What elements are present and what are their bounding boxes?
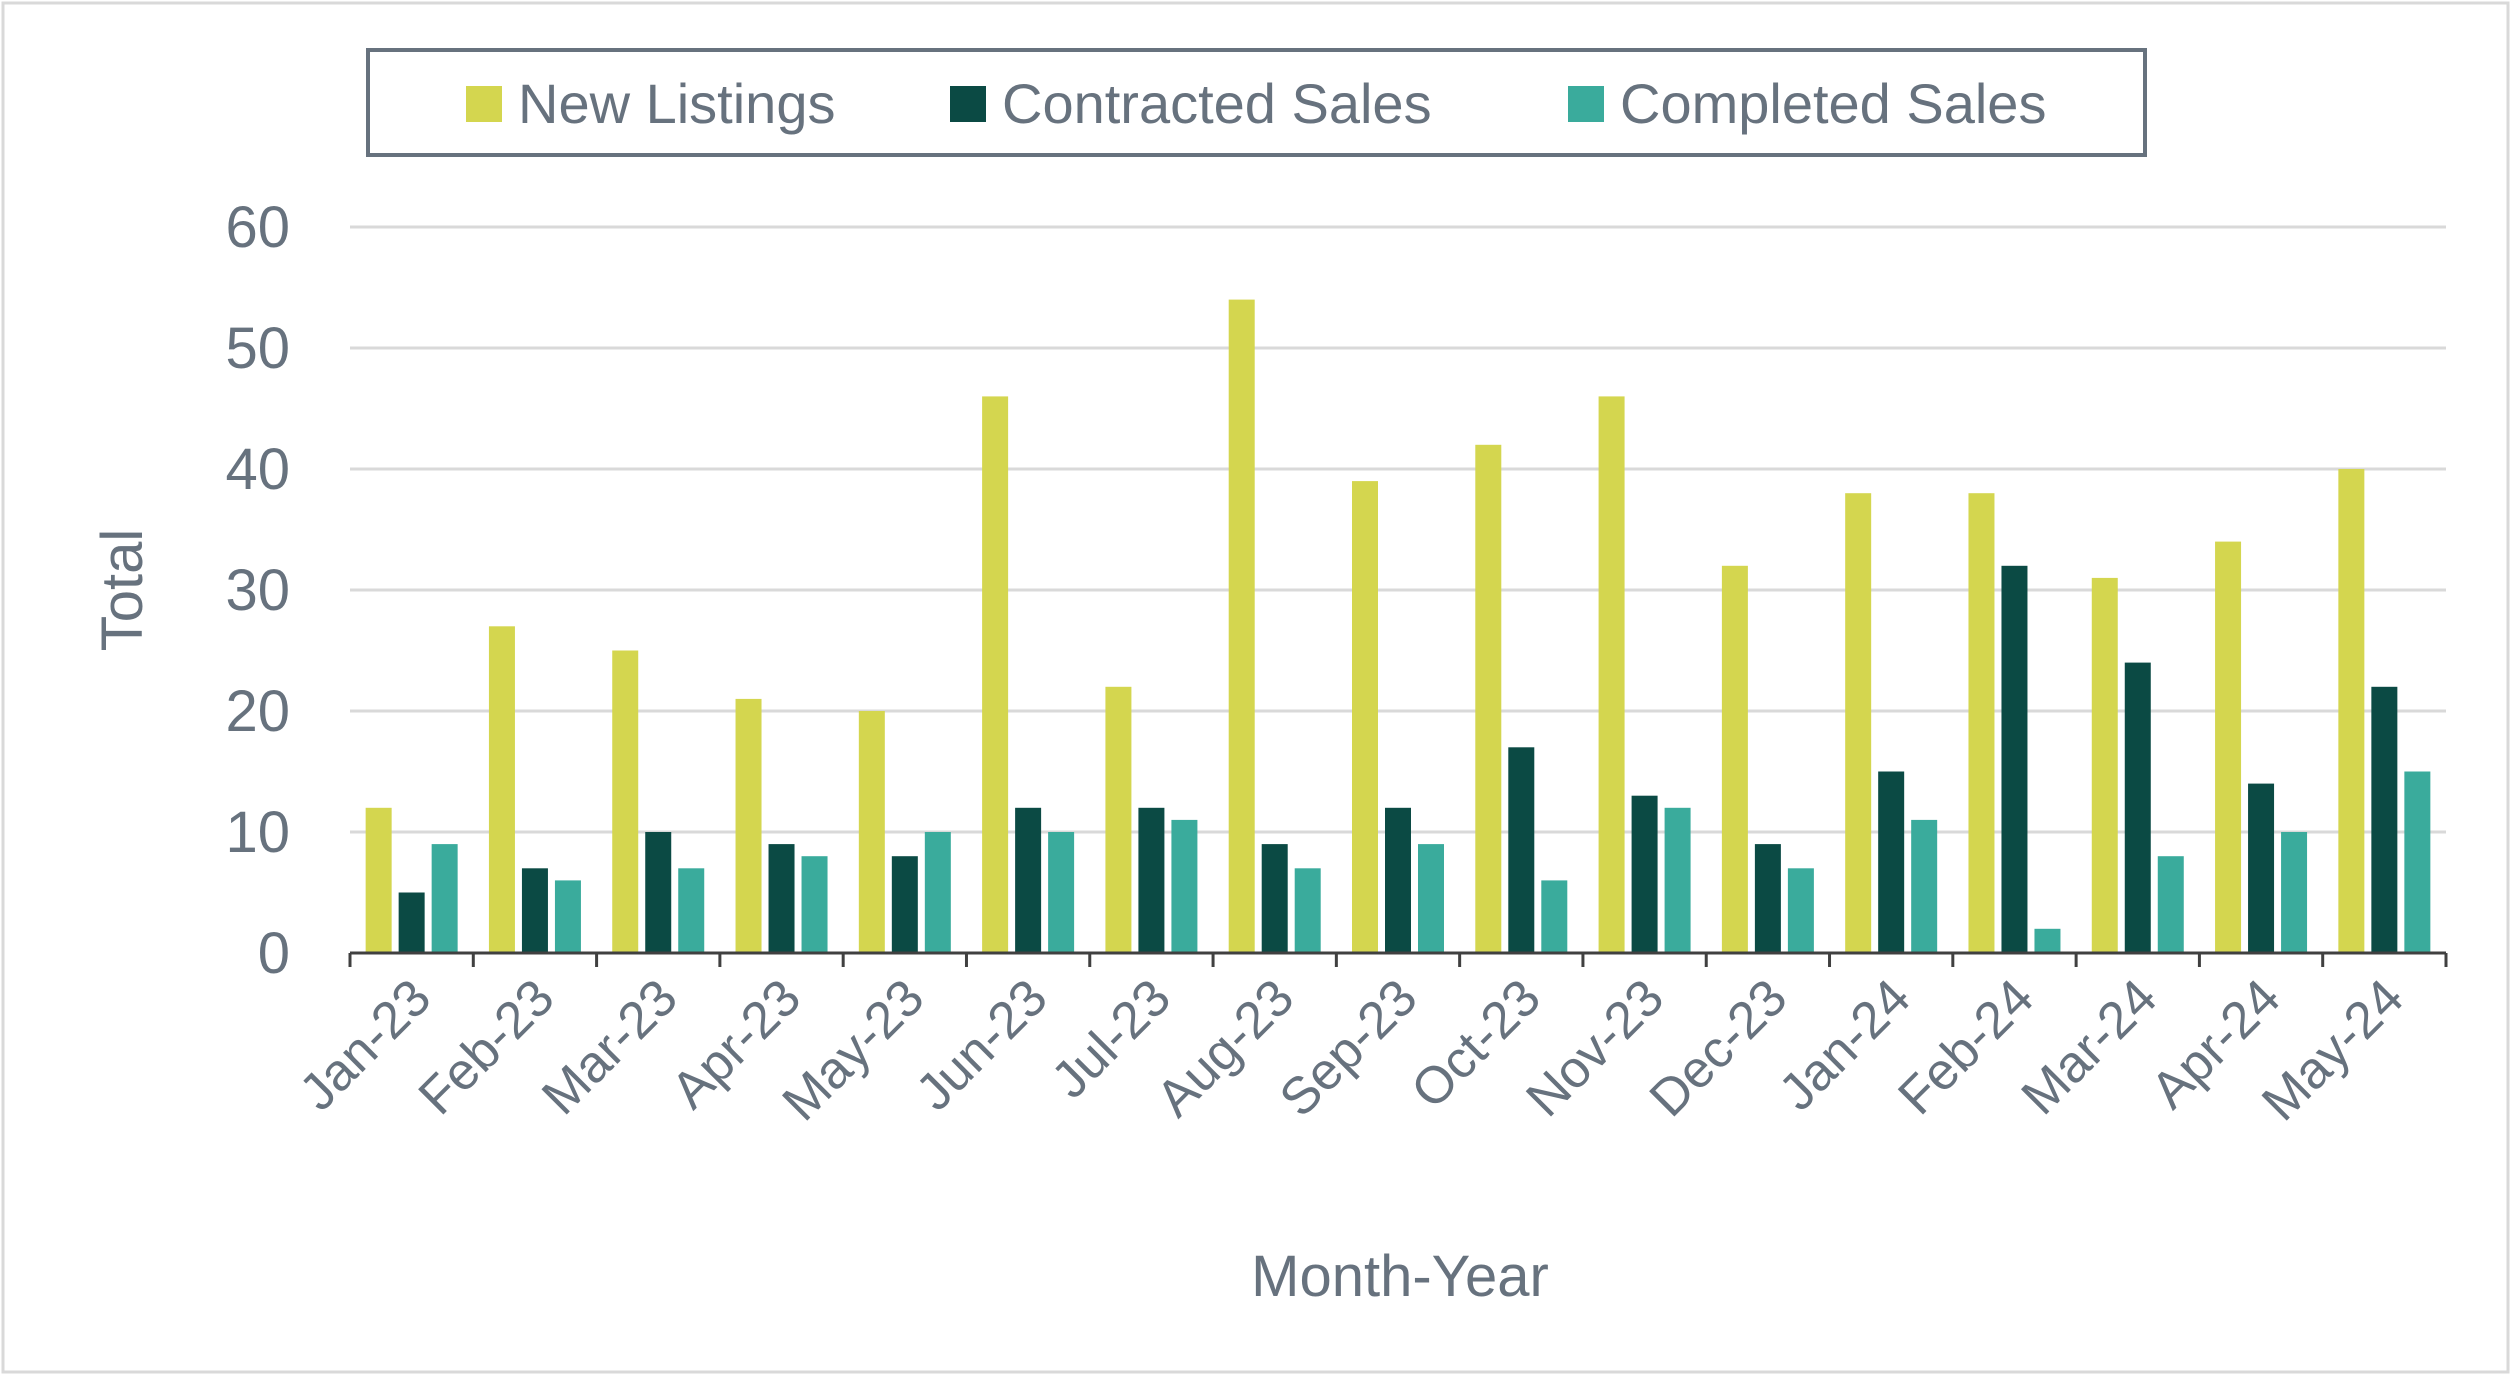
- y-tick-label: 40: [225, 437, 290, 502]
- y-axis-ticks: 0 10 20 30 40 50 60: [225, 195, 290, 986]
- bar-new-listings: [2338, 469, 2365, 953]
- bar-completed-sales: [2034, 928, 2061, 953]
- bar-contracted-sales: [1631, 795, 1658, 953]
- bar-completed-sales: [554, 880, 581, 953]
- x-axis-title: Month-Year: [1251, 1244, 1549, 1309]
- legend-box: [366, 48, 2147, 157]
- bar-completed-sales: [1787, 868, 1814, 953]
- bar-new-listings: [1105, 686, 1132, 953]
- y-axis-title: Total: [90, 529, 155, 652]
- bar-contracted-sales: [2001, 565, 2028, 953]
- bar-new-listings: [982, 396, 1009, 953]
- bar-new-listings: [488, 626, 515, 953]
- bar-completed-sales: [1418, 844, 1444, 953]
- bar-contracted-sales: [768, 844, 795, 953]
- y-tick-label: 50: [225, 316, 290, 381]
- legend-label-contracted-sales: Contracted Sales: [1002, 72, 1432, 135]
- bar-new-listings: [735, 698, 762, 953]
- bar-completed-sales: [1541, 880, 1568, 953]
- legend-swatch-contracted-sales: [950, 86, 986, 122]
- bar-contracted-sales: [891, 856, 918, 953]
- bar-completed-sales: [431, 844, 458, 953]
- legend-label-new-listings: New Listings: [518, 72, 835, 135]
- bar-contracted-sales: [1508, 747, 1535, 953]
- bar-completed-sales: [678, 868, 705, 953]
- bar-completed-sales: [924, 832, 951, 953]
- bar-contracted-sales: [2371, 686, 2398, 953]
- y-tick-label: 0: [258, 921, 290, 986]
- bar-new-listings: [858, 711, 885, 953]
- bar-new-listings: [1598, 396, 1625, 953]
- y-tick-label: 60: [225, 195, 290, 260]
- legend-swatch-completed-sales: [1568, 86, 1604, 122]
- bar-contracted-sales: [645, 832, 672, 953]
- bar-new-listings: [1475, 444, 1502, 953]
- x-axis: [348, 951, 2448, 967]
- bar-contracted-sales: [1385, 807, 1411, 953]
- bar-contracted-sales: [1138, 807, 1165, 953]
- bar-completed-sales: [1294, 868, 1321, 953]
- bar-new-listings: [1845, 493, 1872, 953]
- bar-new-listings: [365, 807, 392, 953]
- y-tick-label: 30: [225, 558, 290, 623]
- bar-completed-sales: [2404, 771, 2431, 953]
- legend: New Listings Contracted Sales Completed …: [366, 48, 2147, 157]
- bar-contracted-sales: [1878, 771, 1905, 953]
- bar-new-listings: [1721, 565, 1748, 953]
- bar-contracted-sales: [521, 868, 548, 953]
- bar-contracted-sales: [1754, 844, 1781, 953]
- bar-contracted-sales: [2248, 783, 2275, 953]
- bar-completed-sales: [2281, 832, 2308, 953]
- bar-completed-sales: [1048, 832, 1075, 953]
- bar-contracted-sales: [398, 892, 425, 953]
- legend-label-completed-sales: Completed Sales: [1620, 72, 2046, 135]
- bar-completed-sales: [1171, 819, 1198, 953]
- legend-swatch-new-listings: [466, 86, 502, 122]
- bar-new-listings: [1352, 481, 1378, 953]
- y-tick-label: 10: [225, 800, 290, 865]
- y-tick-label: 20: [225, 679, 290, 744]
- bar-new-listings: [2091, 577, 2118, 953]
- bar-new-listings: [1968, 493, 1995, 953]
- bar-completed-sales: [1911, 819, 1938, 953]
- bar-completed-sales: [1664, 807, 1691, 953]
- bars: [365, 299, 2431, 954]
- bar-completed-sales: [801, 856, 828, 953]
- bar-new-listings: [2215, 541, 2242, 953]
- bar-contracted-sales: [2124, 662, 2151, 953]
- bar-completed-sales: [2157, 856, 2184, 953]
- bar-new-listings: [612, 650, 639, 953]
- bar-new-listings: [1228, 299, 1255, 954]
- bar-contracted-sales: [1261, 844, 1288, 953]
- bar-contracted-sales: [1015, 807, 1042, 953]
